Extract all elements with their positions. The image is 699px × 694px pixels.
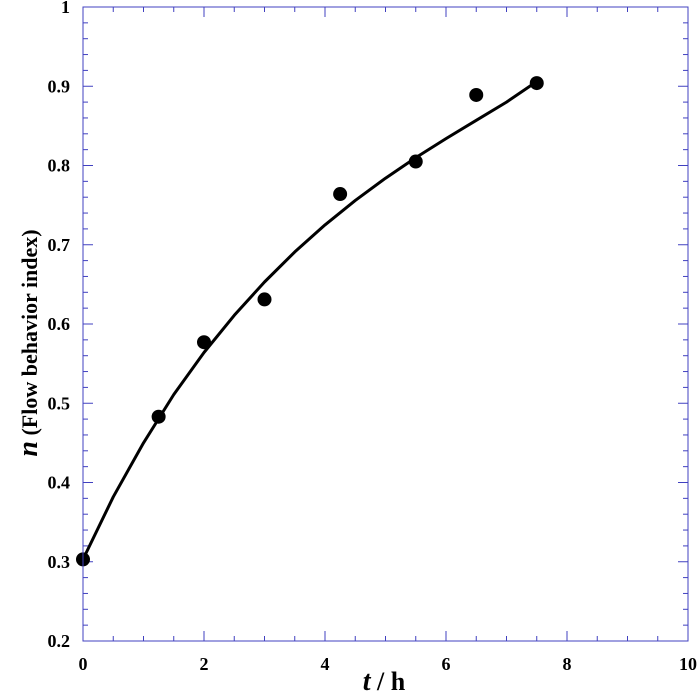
data-point [529, 76, 544, 91]
data-point [408, 154, 423, 169]
y-axis-variable: n [13, 441, 44, 457]
fitted-curve [81, 80, 539, 561]
y-tick-label: 0.8 [48, 156, 71, 176]
x-tick-label: 10 [679, 654, 697, 674]
x-tick-label: 8 [563, 654, 572, 674]
x-tick-label: 6 [442, 654, 451, 674]
data-point [151, 409, 166, 424]
data-point [333, 187, 348, 202]
y-tick-label: 1 [61, 0, 70, 17]
y-tick-label: 0.7 [48, 235, 71, 255]
data-points [76, 76, 544, 567]
x-tick-label: 2 [200, 654, 209, 674]
x-tick-label: 0 [79, 654, 88, 674]
y-tick-label: 0.5 [48, 393, 71, 413]
plot-frame [82, 6, 689, 642]
data-point [197, 335, 211, 350]
y-tick-label: 0.6 [48, 314, 71, 334]
y-tick-label: 0.9 [48, 76, 71, 96]
x-axis-unit: / h [371, 667, 406, 694]
minor-tick-marks [83, 7, 688, 641]
x-axis-label: t / h [363, 666, 406, 694]
y-tick-label: 0.3 [48, 552, 71, 572]
data-point [257, 292, 272, 307]
data-point [469, 87, 484, 102]
y-axis-description: (Flow behavior index) [17, 229, 42, 441]
x-tick-label: 4 [321, 654, 330, 674]
x-axis-variable: t [363, 666, 372, 694]
major-tick-marks [82, 6, 689, 642]
y-tick-labels: 0.2 0.3 0.4 0.5 0.6 0.7 0.8 0.9 1 [48, 0, 71, 651]
x-tick-labels: 0 2 4 6 8 10 [79, 654, 698, 674]
y-axis-label: n (Flow behavior index) [13, 229, 44, 456]
y-tick-label: 0.4 [48, 473, 71, 493]
y-tick-label: 0.2 [48, 631, 71, 651]
